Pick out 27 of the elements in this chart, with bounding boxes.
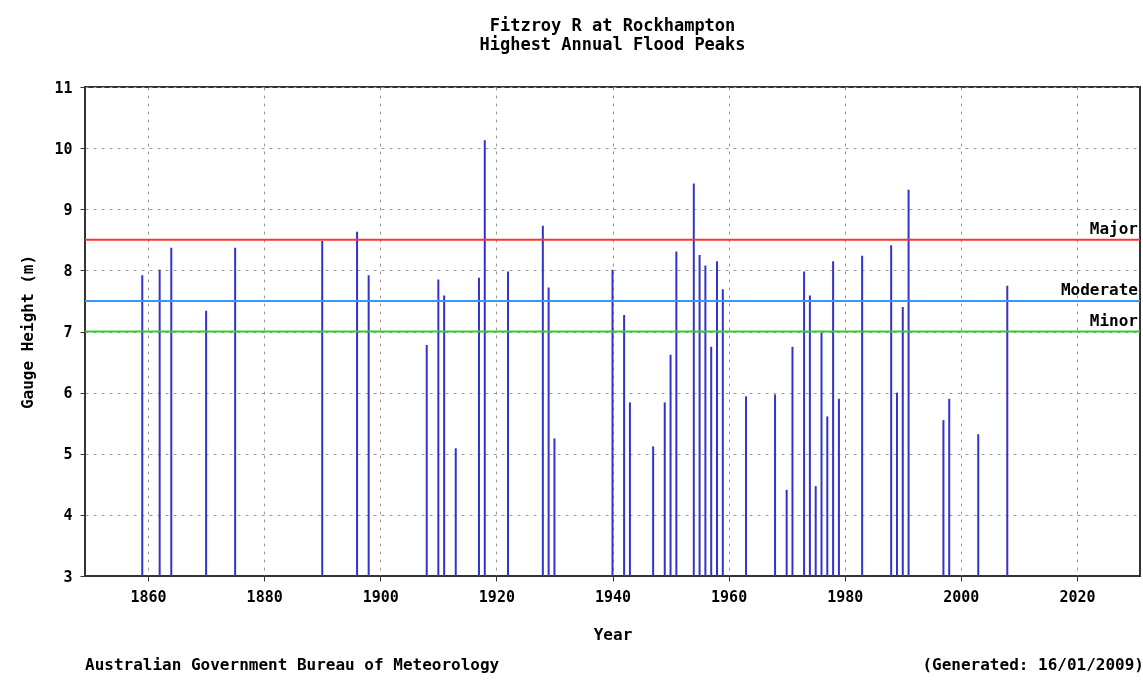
y-tick-label: 10	[54, 139, 73, 158]
x-axis-title: Year	[593, 624, 633, 644]
chart-subtitle: Highest Annual Flood Peaks	[479, 34, 746, 54]
y-tick-label: 5	[63, 445, 73, 464]
chart-title: Fitzroy R at Rockhampton	[489, 15, 736, 35]
x-tick-label: 1880	[246, 587, 283, 606]
text: Australian Government Bureau of Meteorology	[85, 655, 500, 674]
y-tick-label: 8	[63, 261, 73, 280]
x-tick-label: 2020	[1059, 587, 1096, 606]
x-tick-label: 1920	[478, 587, 515, 606]
y-tick-label: 9	[63, 200, 73, 219]
x-tick-label: 1900	[362, 587, 399, 606]
text: (Generated: 16/01/2009)	[922, 655, 1143, 674]
ref-line-label: Minor	[1089, 310, 1138, 330]
y-tick-label: 4	[63, 506, 73, 525]
ref-line-label: Moderate	[1060, 279, 1138, 299]
x-tick-label: 1960	[711, 587, 748, 606]
x-tick-label: 2000	[943, 587, 980, 606]
y-tick-label: 11	[54, 78, 73, 97]
ref-line-label: Major	[1089, 218, 1138, 238]
x-tick-label: 1940	[594, 587, 632, 606]
y-tick-label: 7	[63, 323, 73, 341]
x-tick-label: 1860	[130, 587, 167, 606]
x-tick-label: 1980	[827, 587, 864, 606]
y-tick-label: 3	[63, 567, 73, 586]
y-tick-label: 6	[63, 384, 73, 403]
y-axis-title: Gauge Height (m)	[18, 254, 38, 410]
